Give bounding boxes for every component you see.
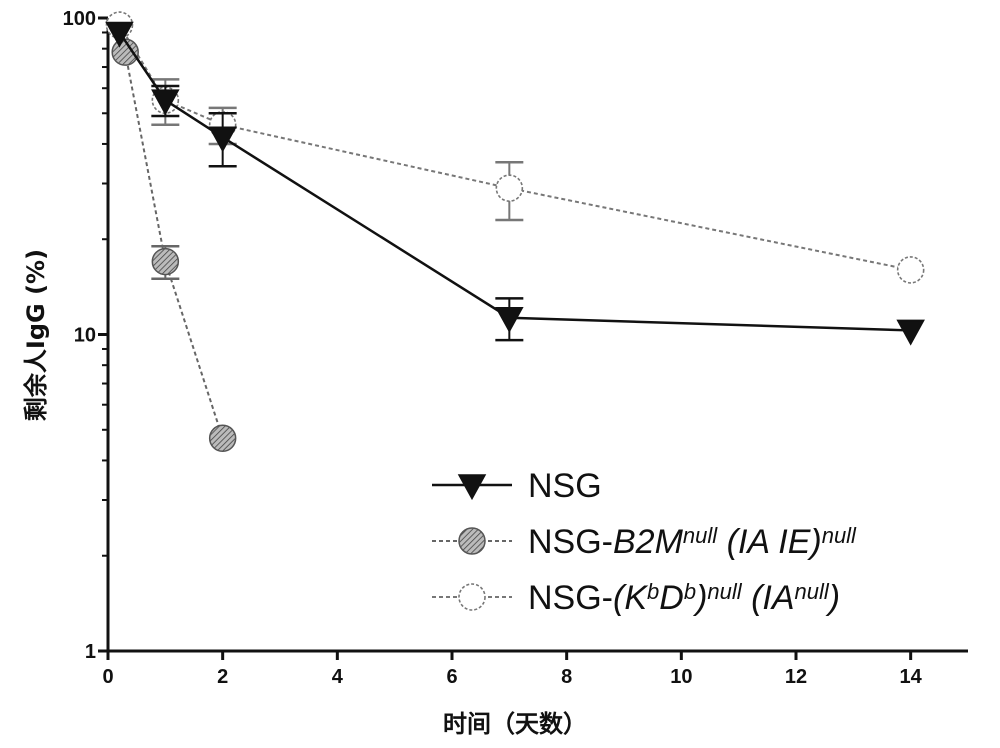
x-tick-label: 0: [102, 666, 113, 688]
marker-hatched-circle: [151, 247, 180, 276]
x-tick-label: 14: [900, 666, 923, 688]
legend-label: NSG-(KbDb)null (IAnull): [528, 579, 840, 617]
x-tick-label: 8: [561, 666, 572, 688]
x-tick-label: 10: [670, 666, 692, 688]
legend-label: NSG-B2Mnull (IA IE)null: [528, 523, 857, 561]
x-tick-label: 2: [217, 666, 228, 688]
marker-triangle-down: [151, 89, 180, 116]
y-tick-label: 1: [85, 641, 96, 663]
marker-triangle-down: [105, 21, 134, 48]
x-tick-label: 12: [785, 666, 807, 688]
marker-triangle-down: [208, 126, 237, 153]
marker-triangle-down: [896, 319, 925, 346]
y-tick-label: 10: [74, 325, 96, 347]
marker-open-circle: [896, 256, 925, 284]
legend: NSG NSG-B2Mnull (IA IE)null NSG-(KbDb)null…: [432, 467, 857, 617]
legend-item-1: NSG-B2Mnull (IA IE)null: [432, 523, 857, 561]
legend-label: NSG: [528, 467, 602, 505]
y-axis-label: 剩余人IgG (%): [22, 249, 50, 421]
x-tick-label: 6: [446, 666, 457, 688]
legend-item-0: NSG: [432, 467, 602, 505]
marker-open-circle: [458, 583, 486, 611]
x-tick-label: 4: [332, 666, 344, 688]
series-layer: [105, 11, 925, 453]
series-2: [105, 11, 925, 284]
marker-triangle-down: [457, 474, 487, 501]
marker-open-circle: [495, 174, 524, 202]
legend-item-2: NSG-(KbDb)null (IAnull): [432, 579, 840, 617]
marker-triangle-down: [495, 306, 524, 333]
series-0: [105, 21, 925, 346]
y-tick-label: 100: [63, 8, 96, 30]
marker-hatched-circle: [208, 424, 237, 453]
x-axis-label: 时间（天数）: [443, 710, 587, 738]
axes: 0 2 4 6 8 10 12 14 1 10 100: [63, 8, 968, 688]
marker-hatched-circle: [458, 527, 486, 555]
